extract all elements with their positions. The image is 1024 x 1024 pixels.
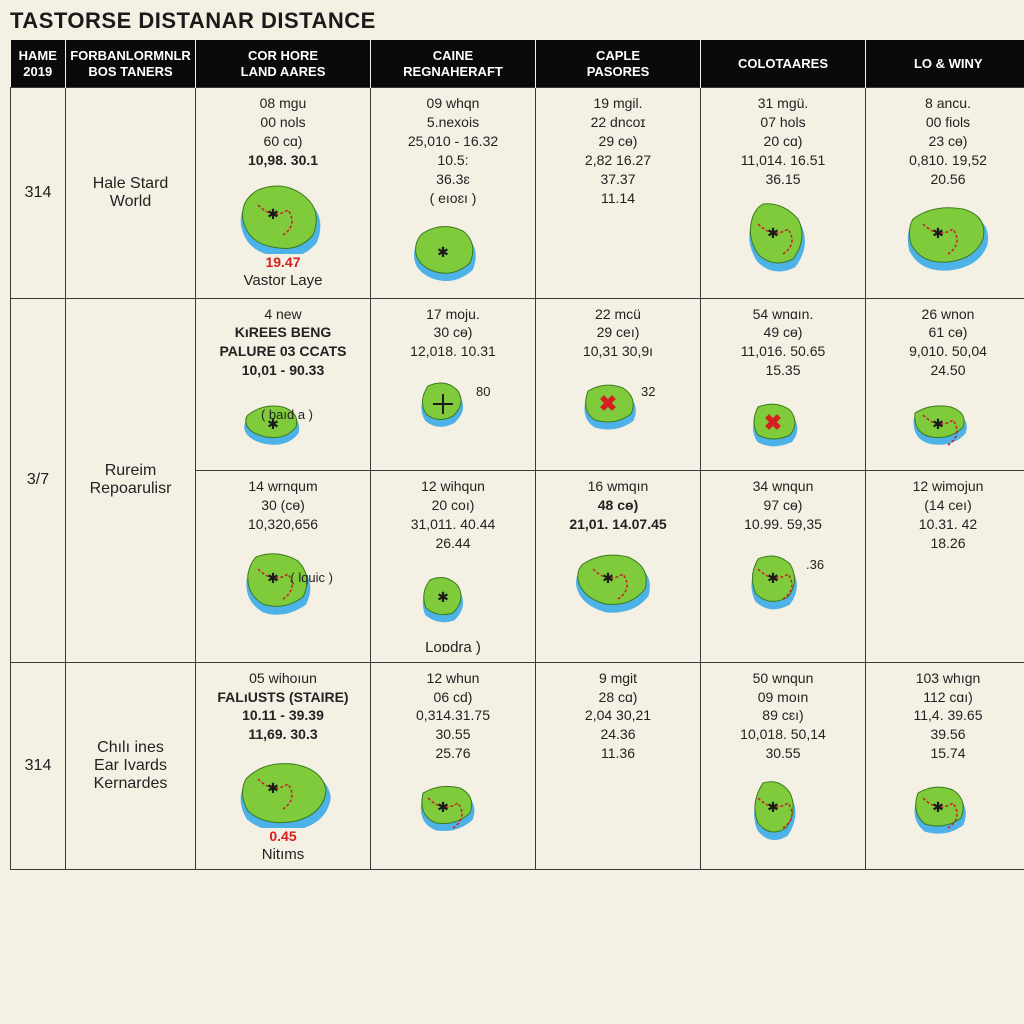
svg-text:( lquic ): ( lquic ) xyxy=(290,570,333,585)
svg-text:✱: ✱ xyxy=(767,225,779,241)
data-cell: 08 mgu00 nols60 cɑ)10,98. 30.1 ✱ 19.47Va… xyxy=(196,88,371,298)
table-body: 314Hale StardWorld08 mgu00 nols60 cɑ)10,… xyxy=(11,88,1024,870)
data-cell: 9 mgit28 cɑ)2,04 30,2124.3611.36 xyxy=(536,662,701,870)
svg-text:✱: ✱ xyxy=(437,799,449,815)
data-cell: 14 wrnqum30 (cɵ)10,320,656 ✱( lquic ) xyxy=(196,471,371,663)
row-id: 314 xyxy=(11,662,66,870)
row-label: Hale StardWorld xyxy=(66,88,196,298)
data-cell: 12 wimojun(14 ceı)10.31. 4218.26 xyxy=(866,471,1024,663)
col-header: FORBANLORMNLRBOS TANERS xyxy=(66,40,196,88)
svg-text:✱: ✱ xyxy=(437,589,449,605)
data-cell: 31 mgü.07 hols20 cɑ)11,014. 16.5136.15 ✱ xyxy=(701,88,866,298)
data-cell: 19 mgil.22 dncoɪ29 cɵ)2,82 16.2737.3711.… xyxy=(536,88,701,298)
data-cell: 05 wihoıunFALıUSTS (STAIRE)10.11 - 39.39… xyxy=(196,662,371,870)
table-row: 3/7RureimRepoarulisr4 newKıREES BENGPALU… xyxy=(11,298,1024,471)
row-label: Chılı inesEar IvardsKernardes xyxy=(66,662,196,870)
data-cell: 12 wihqun20 coı)31,011. 40.4426.44 ✱ Loɒ… xyxy=(371,471,536,663)
svg-text:✱: ✱ xyxy=(767,570,779,586)
svg-text:✱: ✱ xyxy=(437,244,449,260)
page-root: TASTORSE DISTANAR DISTANCE HAME2019 FORB… xyxy=(0,0,1024,878)
data-cell: 26 wnon61 cɵ)9,010. 50,0424.50 ✱ xyxy=(866,298,1024,471)
svg-text:✱: ✱ xyxy=(767,799,779,815)
row-id: 3/7 xyxy=(11,298,66,662)
svg-text:✖: ✖ xyxy=(764,410,782,435)
data-cell: 54 wnɑın.49 cɵ)11,016. 50.6515.35 ✖ xyxy=(701,298,866,471)
svg-text:32: 32 xyxy=(641,384,655,399)
data-cell: 8 ancu.00 fiols23 cɵ)0,810. 19,5220.56 ✱ xyxy=(866,88,1024,298)
svg-text:✱: ✱ xyxy=(267,570,279,586)
svg-text:( baıd a ): ( baıd a ) xyxy=(261,407,313,422)
col-header: HAME2019 xyxy=(11,40,66,88)
data-cell: 17 moju.30 cɵ)12,018. 10.31 80 xyxy=(371,298,536,471)
col-header: CAINEREGNAHERAFT xyxy=(371,40,536,88)
svg-text:✱: ✱ xyxy=(932,416,944,432)
data-cell: 4 newKıREES BENGPALURE 03 CCATS10,01 - 9… xyxy=(196,298,371,471)
data-cell: 22 mcü29 ceı)10,31 30,9ı ✖32 xyxy=(536,298,701,471)
data-cell: 16 wmqın48 cɵ)21,01. 14.07.45 ✱ xyxy=(536,471,701,663)
row-id: 314 xyxy=(11,88,66,298)
svg-text:✱: ✱ xyxy=(602,570,614,586)
col-header: CAPLEPASORES xyxy=(536,40,701,88)
col-header: COLOTAARES xyxy=(701,40,866,88)
col-header: LO & WINY xyxy=(866,40,1024,88)
svg-text:✱: ✱ xyxy=(267,206,279,222)
data-cell: 12 whun06 cd)0,314.31.7530.5525.76 ✱ xyxy=(371,662,536,870)
svg-text:✖: ✖ xyxy=(599,391,617,416)
row-label: RureimRepoarulisr xyxy=(66,298,196,662)
svg-text:.36: .36 xyxy=(806,557,824,572)
svg-text:80: 80 xyxy=(476,384,490,399)
data-cell: 103 whıgn112 cɑı)11,4. 39.6539.5615.74 ✱ xyxy=(866,662,1024,870)
svg-text:✱: ✱ xyxy=(932,225,944,241)
data-cell: 09 whqn5.nexois25,010 - 16.3210.5:36.3ɛ(… xyxy=(371,88,536,298)
svg-text:✱: ✱ xyxy=(932,799,944,815)
table-row: 314Hale StardWorld08 mgu00 nols60 cɑ)10,… xyxy=(11,88,1024,298)
page-title: TASTORSE DISTANAR DISTANCE xyxy=(10,8,1014,34)
data-cell: 34 wnqun97 cɵ)10.99. 59,35 ✱.36 xyxy=(701,471,866,663)
golf-table: HAME2019 FORBANLORMNLRBOS TANERS COR HOR… xyxy=(10,40,1024,870)
data-cell: 50 wnqun09 moın89 cɛı)10,018. 50,1430.55… xyxy=(701,662,866,870)
header-row: HAME2019 FORBANLORMNLRBOS TANERS COR HOR… xyxy=(11,40,1024,88)
col-header: COR HORELAND AARES xyxy=(196,40,371,88)
svg-text:✱: ✱ xyxy=(267,780,279,796)
table-row: 314Chılı inesEar IvardsKernardes05 wihoı… xyxy=(11,662,1024,870)
